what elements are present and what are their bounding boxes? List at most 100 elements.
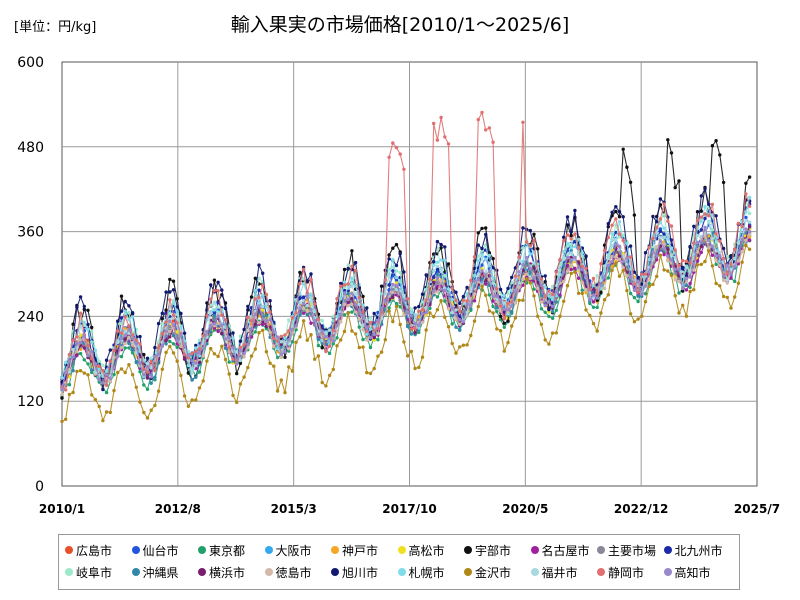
data-point [729, 276, 733, 280]
data-point [424, 273, 428, 277]
data-point [673, 255, 677, 259]
data-point [562, 279, 566, 284]
data-point [707, 219, 711, 224]
data-point [733, 264, 737, 269]
data-point [350, 264, 354, 268]
data-point [305, 279, 309, 283]
data-point [714, 281, 718, 286]
data-point [480, 246, 484, 251]
data-point [301, 311, 306, 315]
data-point [327, 344, 332, 348]
data-point [142, 373, 146, 377]
data-point [435, 272, 440, 277]
data-point [576, 276, 581, 280]
data-point [510, 324, 514, 328]
data-point [67, 370, 72, 374]
legend-marker [264, 568, 273, 576]
data-point [387, 257, 391, 261]
data-point [212, 326, 217, 330]
data-point [539, 283, 544, 288]
data-point [725, 263, 729, 267]
data-point [591, 283, 596, 288]
data-point [394, 145, 399, 150]
data-point [231, 393, 235, 398]
data-point [506, 340, 510, 345]
data-point [506, 312, 510, 316]
data-point [402, 167, 406, 171]
data-point [86, 322, 90, 327]
legend-marker [663, 568, 672, 576]
data-point [747, 230, 752, 234]
data-point [186, 404, 191, 408]
data-point [238, 382, 243, 386]
data-point [740, 238, 744, 242]
data-point [171, 323, 176, 327]
data-point [432, 315, 436, 319]
data-point [212, 288, 217, 293]
data-point [86, 327, 90, 332]
data-point [495, 294, 499, 299]
data-point [476, 278, 480, 282]
data-point [365, 370, 369, 375]
data-point [290, 369, 295, 373]
legend-marker [464, 568, 472, 576]
data-point [655, 254, 659, 258]
data-point [454, 312, 458, 317]
data-point [681, 265, 685, 270]
data-point [372, 366, 376, 371]
data-point [547, 310, 551, 314]
legend: 広島市 仙台市 東京都 大阪市 神戸市 高松市 宇部市 名古屋市 主要市場 北九州市 岐阜市 沖縄県 横… [58, 534, 740, 590]
data-point [253, 312, 257, 316]
data-point [316, 343, 321, 348]
data-point [242, 343, 246, 347]
data-point [346, 284, 350, 289]
data-point [238, 348, 243, 353]
data-point [725, 281, 729, 285]
data-point [580, 291, 584, 296]
data-point [331, 314, 335, 318]
data-point [558, 257, 562, 262]
data-point [420, 355, 425, 359]
data-point [119, 331, 124, 335]
data-point [313, 302, 317, 306]
x-tick-label: 2010/1 [39, 502, 85, 516]
data-point [86, 353, 90, 358]
data-point [164, 308, 168, 312]
data-point [324, 349, 328, 354]
data-point [179, 333, 183, 337]
data-point [235, 350, 239, 354]
data-point [513, 301, 518, 305]
data-point [223, 306, 228, 311]
data-point [127, 317, 131, 322]
data-point [703, 259, 707, 264]
data-point [681, 258, 685, 263]
data-point [655, 245, 659, 249]
data-point [692, 288, 696, 292]
data-point [610, 210, 614, 214]
data-point [513, 274, 518, 278]
data-point [305, 338, 309, 342]
data-point [655, 220, 659, 224]
data-point [153, 354, 157, 359]
data-point [506, 286, 510, 291]
data-point [153, 403, 157, 408]
data-point [283, 350, 287, 354]
data-point [376, 331, 380, 336]
data-point [261, 283, 265, 288]
data-point [695, 218, 700, 223]
data-point [357, 325, 361, 329]
data-point [450, 297, 454, 302]
data-point [521, 277, 525, 281]
data-point [383, 312, 387, 316]
data-point [443, 288, 447, 292]
data-point [640, 314, 644, 318]
data-point [175, 305, 179, 309]
data-point [398, 322, 402, 327]
data-point [658, 253, 663, 257]
data-point [465, 302, 469, 306]
data-point [402, 295, 406, 299]
data-point [82, 358, 87, 362]
data-point [532, 238, 536, 243]
data-point [458, 345, 462, 349]
data-point [227, 372, 231, 376]
